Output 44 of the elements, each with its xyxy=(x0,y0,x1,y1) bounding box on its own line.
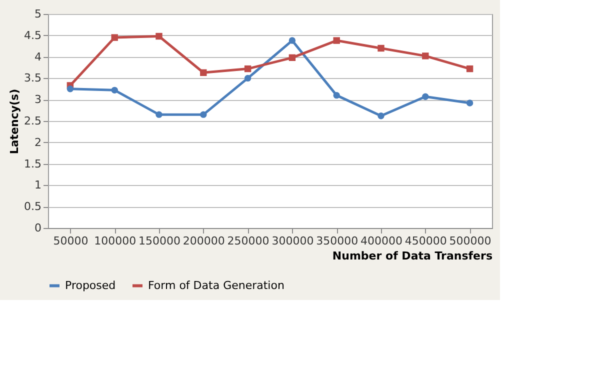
point xyxy=(156,111,162,118)
y-tick-label: 3.5 xyxy=(24,72,42,85)
point xyxy=(288,54,296,62)
point xyxy=(244,74,252,82)
y-tick-label: 4 xyxy=(34,50,42,64)
y-tick-label: 2 xyxy=(34,136,42,149)
x-tick-label: 250000 xyxy=(227,234,270,248)
x-axis-title: Number of Data Transfers xyxy=(332,250,493,262)
point xyxy=(244,65,252,72)
point xyxy=(422,93,429,100)
x-tick-label: 50000 xyxy=(53,234,88,248)
y-tick-label: 4.5 xyxy=(24,28,42,42)
y-tick-label: 0 xyxy=(34,222,42,234)
y-tick-label: 2.5 xyxy=(24,114,42,128)
legend-label: Proposed xyxy=(65,278,116,292)
point xyxy=(333,37,340,44)
x-tick-label: 350000 xyxy=(316,234,358,248)
point xyxy=(378,112,384,120)
point xyxy=(466,100,474,106)
point xyxy=(200,111,207,118)
point xyxy=(156,32,162,40)
point xyxy=(66,86,74,92)
x-tick-label: 150000 xyxy=(138,234,180,248)
x-tick-label: 100000 xyxy=(94,234,136,248)
x-tick-label: 300000 xyxy=(272,234,314,248)
point xyxy=(378,44,384,52)
y-axis-title: Latency(s) xyxy=(8,88,22,154)
point xyxy=(200,69,207,76)
y-tick-label: 0.5 xyxy=(24,200,42,214)
point xyxy=(422,52,429,60)
point xyxy=(111,34,118,41)
x-tick-label: 500000 xyxy=(449,234,492,248)
x-tick-label: 400000 xyxy=(360,234,402,248)
y-tick-label: 1.5 xyxy=(24,157,42,170)
point xyxy=(111,86,118,94)
x-tick-label: 450000 xyxy=(404,234,447,248)
y-tick-label: 3 xyxy=(34,93,42,106)
point xyxy=(288,37,296,44)
y-tick-label: 1 xyxy=(34,178,42,192)
legend-label: Form of Data Generation xyxy=(148,278,284,292)
point xyxy=(466,65,474,72)
x-tick-label: 200000 xyxy=(182,234,225,248)
y-tick-label: 5 xyxy=(34,8,42,20)
point xyxy=(333,92,340,99)
